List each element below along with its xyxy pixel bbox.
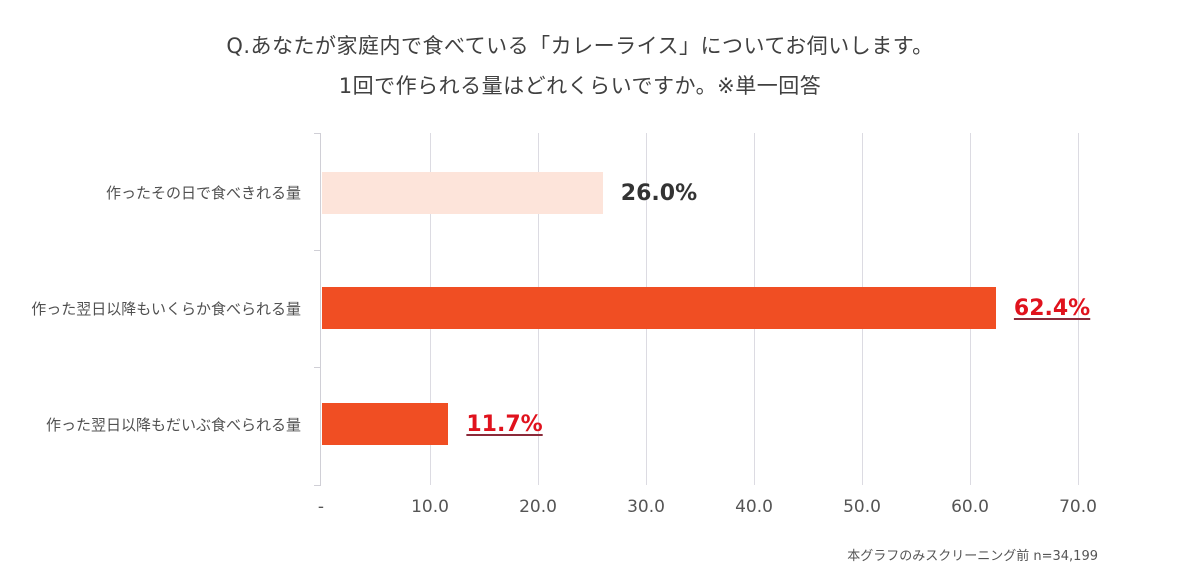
chart-title-line-1: Q.あなたが家庭内で食べている「カレーライス」についてお伺いします。 [226, 34, 934, 58]
x-tick-label: 30.0 [627, 497, 665, 517]
category-label: 作ったその日で食べきれる量 [105, 184, 301, 202]
x-tick-label: 60.0 [951, 497, 989, 517]
x-tick-label: 10.0 [411, 497, 449, 517]
data-label-highlighted: 11.7% [466, 412, 543, 437]
y-axis-line [320, 133, 321, 485]
bar-same-day [322, 172, 603, 214]
x-tick-label: 50.0 [843, 497, 881, 517]
bar-next-day-some [322, 287, 996, 329]
chart-title-line-2: 1回で作られる量はどれくらいですか。※単一回答 [338, 74, 822, 98]
x-tick-label: 20.0 [519, 497, 557, 517]
x-tick-label: - [317, 497, 325, 517]
data-label: 26.0% [620, 181, 698, 206]
category-label: 作った翌日以降もだいぶ食べられる量 [45, 416, 301, 434]
category-label: 作った翌日以降もいくらか食べられる量 [31, 300, 301, 318]
bar-next-day-plenty [322, 403, 449, 445]
gridline [1078, 133, 1079, 485]
sample-size-note: 本グラフのみスクリーニング前 n=34,199 [847, 549, 1098, 564]
y-axis-tick [314, 485, 321, 486]
x-tick-label: 70.0 [1059, 497, 1097, 517]
data-label-highlighted: 62.4% [1013, 296, 1091, 321]
y-axis-tick [314, 250, 321, 251]
y-axis-tick [314, 133, 321, 134]
y-axis-tick [314, 367, 321, 368]
x-tick-label: 40.0 [735, 497, 773, 517]
